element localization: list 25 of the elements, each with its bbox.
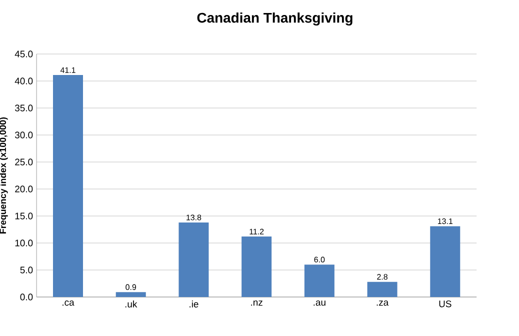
bar [116,292,146,297]
bar [242,236,272,297]
chart-title: Canadian Thanksgiving [197,12,352,26]
y-tick-label: 0.0 [20,294,33,300]
x-tick-label: .au [314,300,326,306]
bar [430,226,460,297]
y-tick-label: 25.0 [15,158,33,166]
bar [178,222,209,297]
x-tick-label: .uk [125,300,138,308]
x-tick-label: .ie [190,300,198,308]
x-tick-label: .za [376,300,389,306]
x-tick-label: .nz [251,300,262,306]
y-tick-label: 35.0 [14,104,33,112]
y-tick-label: 15.0 [15,212,33,220]
y-tick-label: 40.0 [14,78,33,84]
y-tick-label: 10.0 [15,240,33,246]
y-tick-label: 5.0 [20,266,33,274]
y-tick-label: 30.0 [14,132,33,138]
x-tick-label: .ca [62,300,74,306]
bar [304,264,334,297]
bar [367,282,398,297]
y-tick-label: 45.0 [14,50,33,58]
bar [53,75,83,297]
y-tick-label: 20.0 [15,186,33,192]
x-tick-label: US [439,300,452,308]
